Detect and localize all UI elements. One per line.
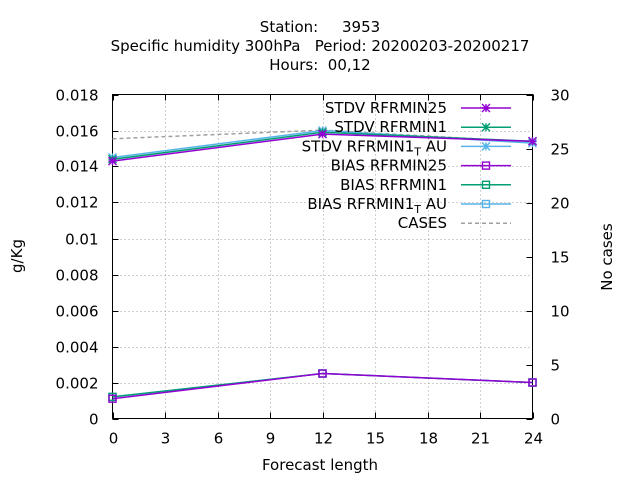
y-tick-label: 0.002 <box>56 375 99 393</box>
x-axis-label: Forecast length <box>262 456 378 474</box>
chart-title-line2: Specific humidity 300hPa Period: 2020020… <box>111 37 530 55</box>
data-point <box>108 394 117 403</box>
legend-item: BIAS RFRMIN1 <box>340 176 511 194</box>
data-point <box>481 141 491 151</box>
x-tick-label: 9 <box>266 430 276 448</box>
legend-item: STDV RFRMIN1 <box>334 118 511 136</box>
legend-label: CASES <box>398 214 447 232</box>
y2-tick-label: 0 <box>551 411 561 429</box>
series-bias-rfrmin25 <box>108 369 537 403</box>
axis-ticks: 0 3 6 9 12 15 18 21 24 0 0.002 0.004 0.006 0.008 0.01 0… <box>56 87 570 448</box>
x-tick-label: 18 <box>419 430 438 448</box>
series-group <box>108 126 537 403</box>
legend-item: BIAS RFRMIN25 <box>331 157 511 175</box>
series-line <box>112 372 533 400</box>
y-tick-label: 0.012 <box>56 194 99 212</box>
x-tick-label: 6 <box>214 430 224 448</box>
data-point <box>481 122 491 132</box>
y-tick-label: 0.004 <box>56 339 99 357</box>
y2-tick-label: 20 <box>551 195 570 213</box>
y-tick-label: 0.01 <box>65 231 98 249</box>
legend-label: STDV RFRMIN1T AU <box>302 137 447 158</box>
legend-label: BIAS RFRMIN1T AU <box>307 195 447 216</box>
x-tick-label: 15 <box>366 430 385 448</box>
data-point <box>108 156 117 166</box>
y2-tick-label: 25 <box>551 141 570 159</box>
y2-axis-label: No cases <box>598 223 616 291</box>
series-bias-rfrmin1 <box>108 369 537 402</box>
chart-title-line3: Hours: 00,12 <box>269 56 370 74</box>
y-tick-label: 0.018 <box>56 87 99 105</box>
legend-item: STDV RFRMIN25 <box>325 99 511 117</box>
y-axis-label: g/Kg <box>8 239 26 273</box>
data-point <box>481 199 491 209</box>
x-tick-label: 0 <box>109 430 119 448</box>
y-tick-label: 0.006 <box>56 303 99 321</box>
legend-item: BIAS RFRMIN1T AU <box>307 195 511 216</box>
legend-label: STDV RFRMIN1 <box>334 118 447 136</box>
data-point <box>528 378 537 387</box>
data-point <box>528 136 537 146</box>
x-tick-label: 21 <box>471 430 490 448</box>
legend-label: BIAS RFRMIN1 <box>340 176 447 194</box>
y-tick-label: 0.016 <box>56 123 99 141</box>
y2-tick-label: 5 <box>551 357 561 375</box>
y2-tick-label: 15 <box>551 249 570 267</box>
y-tick-label: 0 <box>89 411 99 429</box>
y-tick-label: 0.014 <box>56 158 99 176</box>
x-tick-label: 3 <box>161 430 171 448</box>
data-point <box>318 369 327 378</box>
legend-label: STDV RFRMIN25 <box>325 99 447 117</box>
data-point <box>481 180 491 190</box>
data-point <box>318 129 327 139</box>
x-tick-label: 12 <box>314 430 333 448</box>
plot-frame <box>112 94 533 419</box>
data-point <box>481 103 491 113</box>
series-bias-rfrmin1-t-au <box>108 369 537 402</box>
legend-label: BIAS RFRMIN25 <box>331 157 447 175</box>
legend-item: CASES <box>398 214 511 232</box>
y2-tick-label: 10 <box>551 303 570 321</box>
chart-title-line1: Station: 3953 <box>260 18 380 36</box>
y-tick-label: 0.008 <box>56 267 99 285</box>
data-point <box>481 161 491 170</box>
x-tick-label: 24 <box>524 430 543 448</box>
series-stdv-rfrmin25 <box>108 129 537 166</box>
legend-item: STDV RFRMIN1T AU <box>302 137 511 158</box>
y2-tick-label: 30 <box>551 87 570 105</box>
